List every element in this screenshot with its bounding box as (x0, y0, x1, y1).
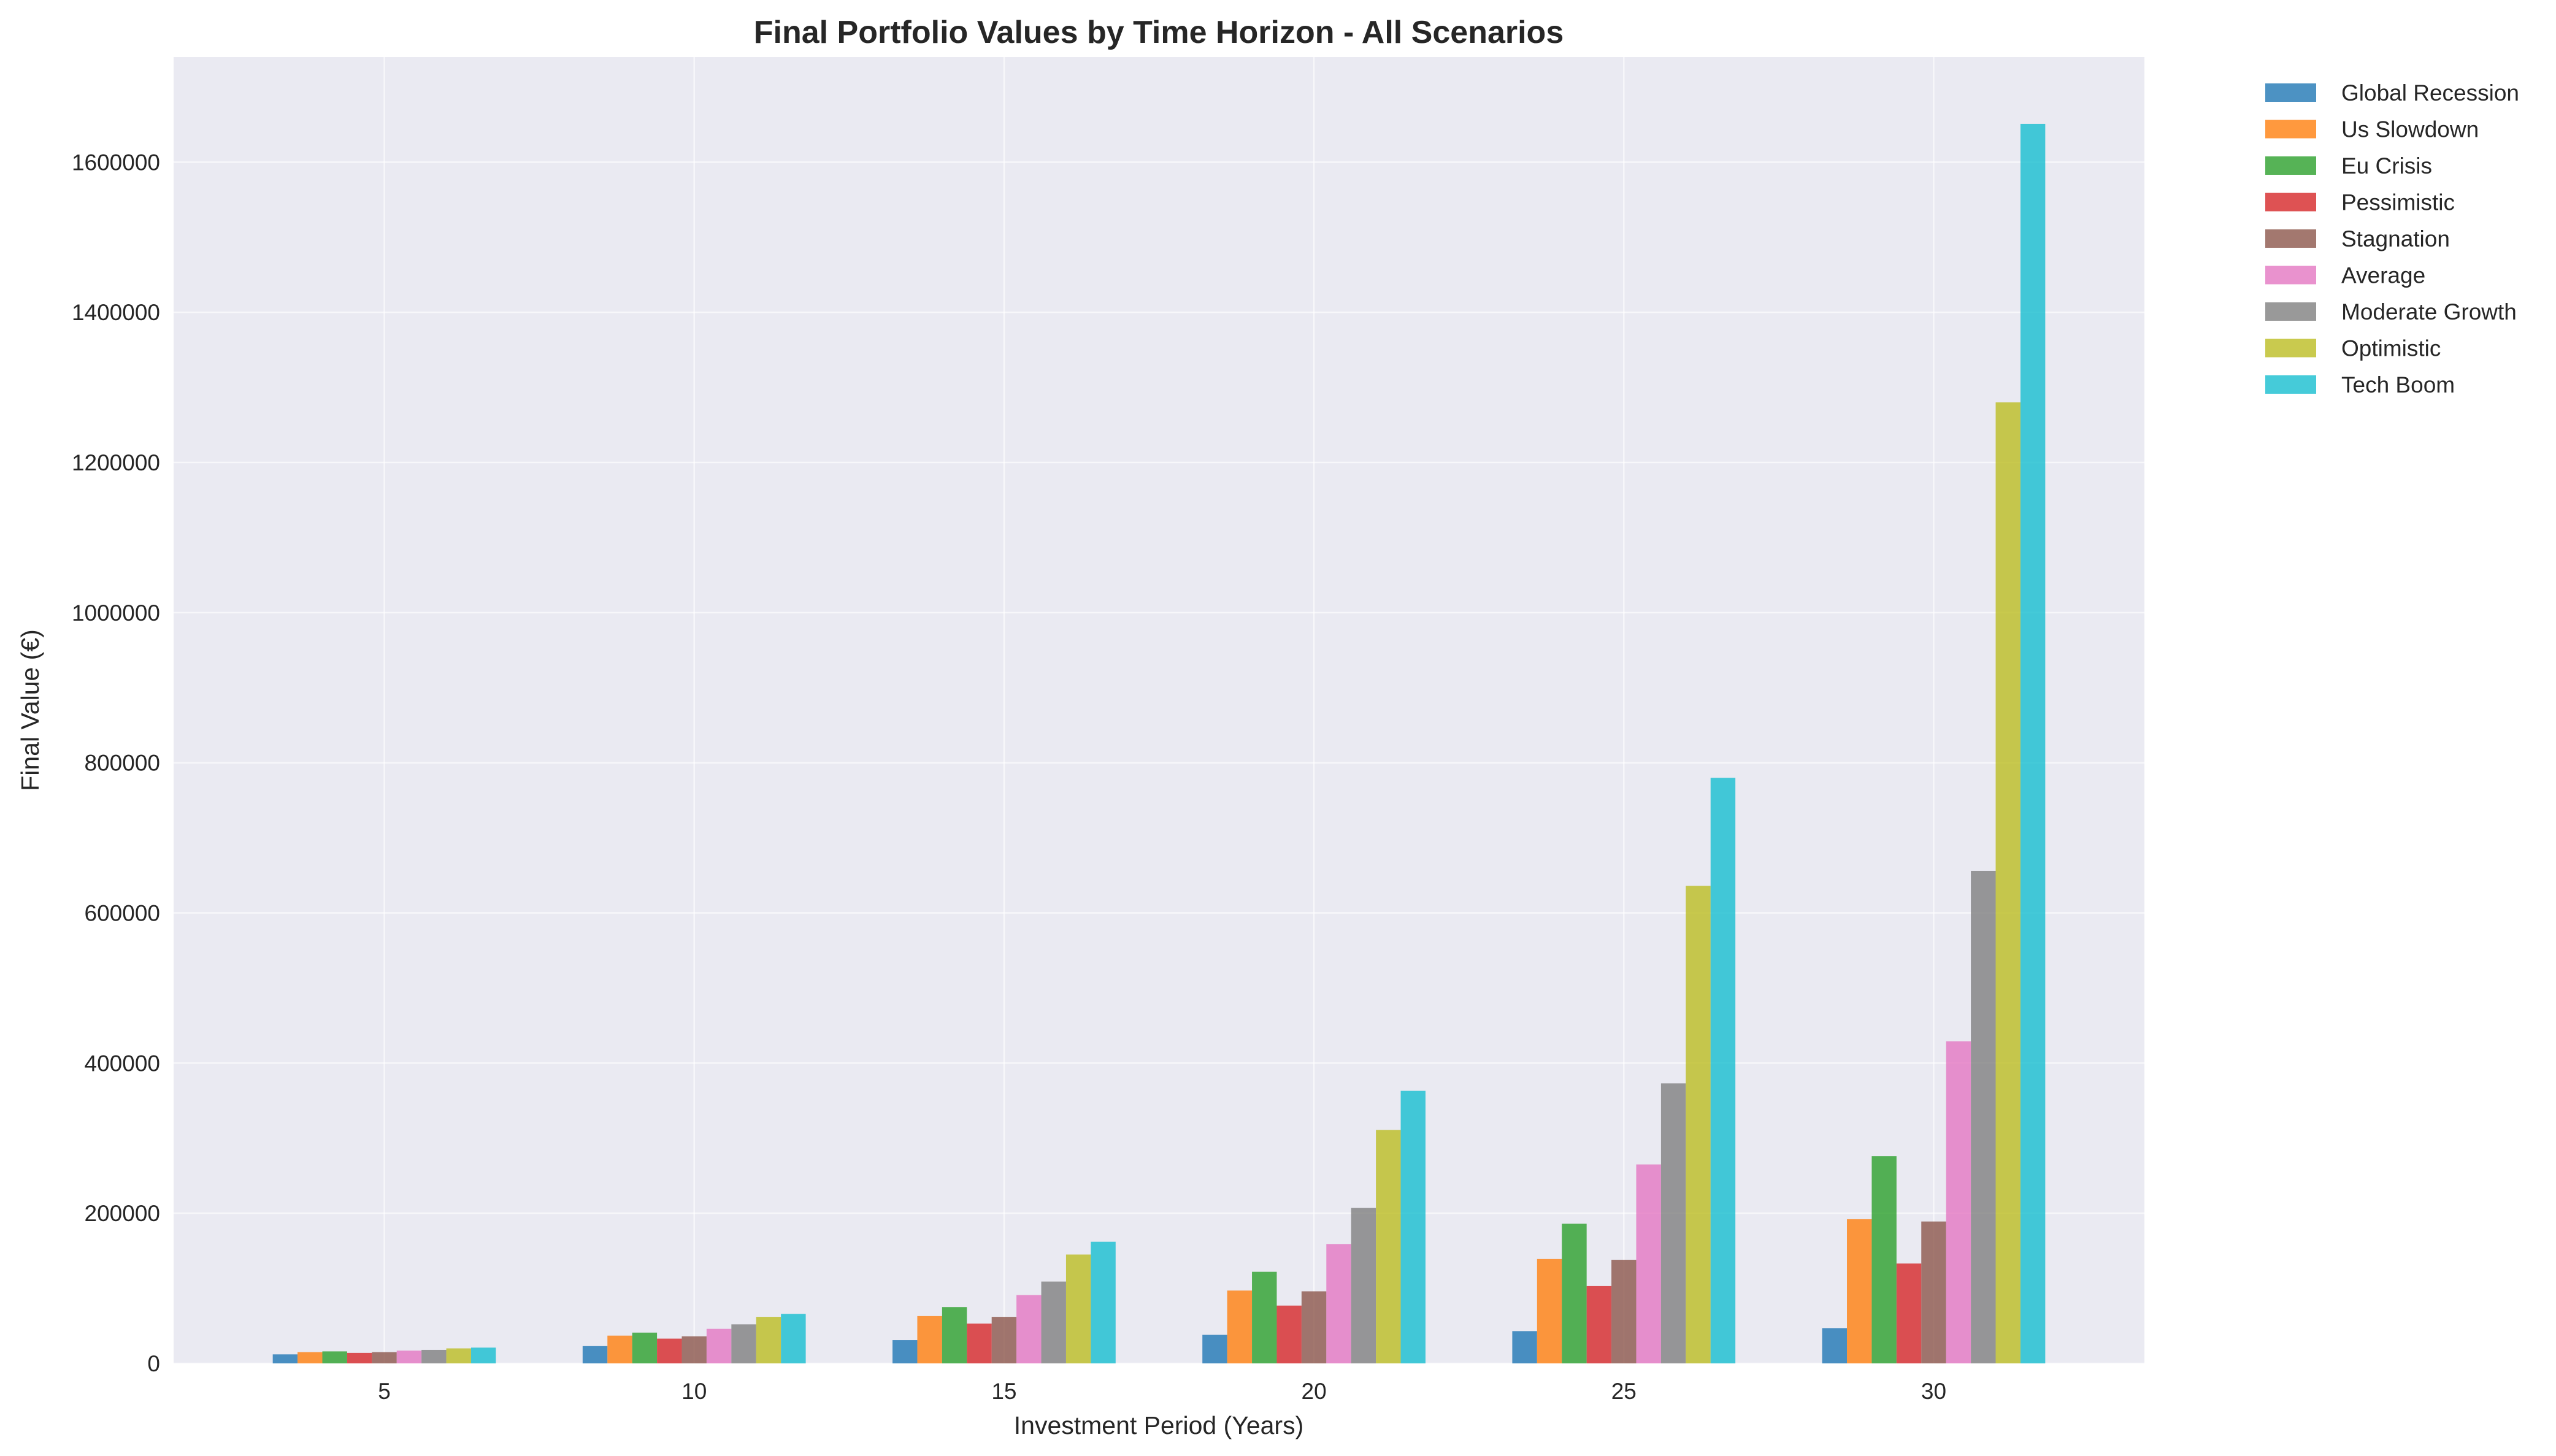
y-tick-label: 800000 (85, 751, 160, 776)
bar-us-slowdown-10 (607, 1335, 632, 1363)
y-tick-label: 400000 (85, 1051, 160, 1076)
bar-global-recession-5 (272, 1354, 298, 1363)
bar-optimistic-20 (1376, 1130, 1401, 1363)
x-tick-label: 5 (378, 1379, 391, 1404)
x-tick-label: 30 (1921, 1379, 1946, 1404)
bar-eu-crisis-20 (1252, 1271, 1277, 1363)
y-tick-label: 0 (147, 1351, 160, 1376)
bar-global-recession-20 (1202, 1335, 1227, 1363)
bar-tech-boom-30 (2020, 123, 2046, 1364)
legend-swatch (2265, 156, 2316, 175)
bar-optimistic-10 (756, 1317, 781, 1363)
legend-label: Eu Crisis (2341, 153, 2432, 178)
bar-average-10 (706, 1328, 732, 1363)
legend-swatch (2265, 83, 2316, 102)
y-axis-ticks: 0 200000 400000 600000 800000 1000000 1200000 1… (72, 150, 160, 1376)
y-tick-label: 1000000 (72, 600, 160, 626)
bar-stagnation-20 (1301, 1291, 1327, 1363)
legend-label: Moderate Growth (2341, 299, 2517, 324)
legend-label: Average (2341, 263, 2425, 288)
bar-tech-boom-15 (1091, 1241, 1116, 1363)
bar-eu-crisis-25 (1562, 1224, 1587, 1363)
legend: Global Recession Us Slowdown Eu Crisis Pess… (2265, 80, 2519, 397)
bar-average-15 (1016, 1295, 1042, 1363)
bar-pessimistic-10 (657, 1338, 682, 1363)
bar-optimistic-30 (1995, 402, 2021, 1363)
bar-global-recession-10 (582, 1346, 608, 1363)
bar-us-slowdown-25 (1537, 1259, 1562, 1363)
bar-eu-crisis-5 (322, 1351, 347, 1363)
plot-area (174, 57, 2144, 1363)
y-tick-label: 1200000 (72, 450, 160, 475)
legend-label: Us Slowdown (2341, 117, 2479, 142)
bar-eu-crisis-15 (942, 1307, 967, 1363)
bar-pessimistic-15 (967, 1324, 992, 1363)
legend-swatch (2265, 339, 2316, 358)
bar-optimistic-15 (1065, 1254, 1091, 1363)
bar-moderate-growth-20 (1351, 1208, 1376, 1363)
y-tick-label: 1400000 (72, 300, 160, 325)
bar-tech-boom-5 (470, 1347, 496, 1363)
x-tick-label: 10 (681, 1379, 707, 1404)
bar-stagnation-30 (1921, 1221, 1946, 1363)
bar-global-recession-15 (892, 1340, 918, 1363)
bar-eu-crisis-10 (632, 1332, 658, 1363)
bar-stagnation-5 (372, 1352, 397, 1363)
bar-average-25 (1636, 1164, 1661, 1363)
legend-swatch (2265, 266, 2316, 285)
bar-us-slowdown-30 (1847, 1219, 1872, 1363)
legend-label: Optimistic (2341, 336, 2441, 361)
bar-stagnation-10 (681, 1336, 707, 1363)
bar-tech-boom-10 (781, 1314, 806, 1363)
bar-global-recession-25 (1512, 1331, 1537, 1363)
bar-tech-boom-25 (1710, 778, 1736, 1363)
bar-moderate-growth-10 (731, 1324, 756, 1363)
legend-swatch (2265, 375, 2316, 394)
bar-optimistic-25 (1686, 886, 1711, 1363)
bar-us-slowdown-20 (1227, 1290, 1253, 1363)
legend-swatch (2265, 302, 2316, 321)
bar-pessimistic-30 (1896, 1263, 1922, 1363)
x-axis-ticks: 5 10 15 20 25 30 (378, 1379, 1946, 1404)
bar-stagnation-15 (991, 1317, 1017, 1363)
bar-moderate-growth-15 (1041, 1281, 1066, 1363)
bar-average-5 (396, 1351, 422, 1363)
bar-average-30 (1946, 1041, 1971, 1363)
chart-title: Final Portfolio Values by Time Horizon -… (754, 15, 1564, 50)
bar-us-slowdown-15 (917, 1316, 942, 1363)
legend-label: Tech Boom (2341, 372, 2455, 397)
y-tick-label: 200000 (85, 1201, 160, 1226)
legend-label: Stagnation (2341, 226, 2450, 251)
bar-pessimistic-20 (1276, 1305, 1302, 1363)
x-tick-label: 25 (1611, 1379, 1637, 1404)
y-axis-label: Final Value (€) (16, 629, 44, 791)
bar-pessimistic-5 (347, 1352, 372, 1363)
bar-us-slowdown-5 (297, 1352, 323, 1363)
bar-global-recession-30 (1822, 1328, 1848, 1363)
bar-moderate-growth-25 (1660, 1083, 1686, 1363)
y-tick-label: 600000 (85, 901, 160, 926)
bar-eu-crisis-30 (1871, 1156, 1897, 1363)
x-tick-label: 15 (991, 1379, 1016, 1404)
bar-pessimistic-25 (1586, 1285, 1612, 1363)
bar-moderate-growth-5 (421, 1349, 447, 1363)
bar-average-20 (1326, 1244, 1351, 1363)
grid-lines (174, 57, 2144, 1365)
bar-stagnation-25 (1611, 1260, 1637, 1363)
legend-swatch (2265, 120, 2316, 139)
bar-tech-boom-20 (1400, 1090, 1426, 1363)
legend-swatch (2265, 229, 2316, 248)
bar-moderate-growth-30 (1971, 870, 1996, 1363)
y-tick-label: 1600000 (72, 150, 160, 175)
x-tick-label: 20 (1302, 1379, 1327, 1404)
legend-label: Global Recession (2341, 80, 2519, 105)
bars (272, 123, 2046, 1364)
bar-optimistic-5 (446, 1348, 471, 1363)
legend-swatch (2265, 193, 2316, 212)
legend-label: Pessimistic (2341, 190, 2455, 215)
x-axis-label: Investment Period (Years) (1014, 1411, 1303, 1439)
